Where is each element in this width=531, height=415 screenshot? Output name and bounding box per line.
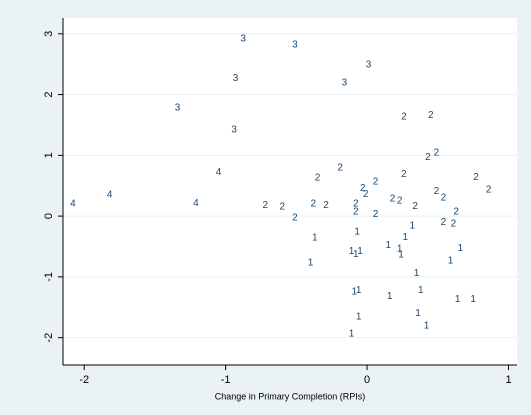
point-label: 2 [397, 196, 403, 207]
point-label: 1 [349, 246, 355, 257]
y-tick-label: 3 [43, 31, 55, 37]
point-label: 1 [387, 291, 393, 302]
point-label: 1 [398, 250, 404, 261]
point-label: 2 [401, 169, 407, 180]
point-label: 1 [424, 321, 430, 332]
point-label: 2 [353, 199, 359, 210]
point-label: 1 [356, 312, 362, 323]
point-label: 2 [441, 217, 447, 228]
point-label: 1 [352, 287, 358, 298]
point-label: 3 [342, 78, 348, 89]
point-label: 1 [458, 243, 464, 254]
point-label: 2 [390, 194, 396, 205]
point-label: 1 [386, 240, 392, 251]
point-label: 4 [216, 167, 222, 178]
point-label: 2 [425, 152, 431, 163]
point-label: 1 [349, 329, 355, 340]
point-label: 2 [262, 200, 268, 211]
point-label: 2 [363, 189, 369, 200]
point-label: 2 [337, 163, 343, 174]
point-label: 1 [357, 246, 363, 257]
point-label: 2 [292, 213, 298, 224]
point-label: 2 [428, 110, 434, 121]
point-label: 2 [279, 202, 285, 213]
x-tick-label: 0 [364, 374, 370, 386]
point-label: 1 [354, 227, 360, 238]
point-label: 2 [373, 209, 379, 220]
point-label: 2 [323, 200, 329, 211]
point-label: 1 [402, 232, 408, 243]
point-label: 1 [353, 249, 359, 260]
point-label: 4 [107, 189, 113, 200]
point-label: 1 [418, 285, 424, 296]
point-label: 1 [397, 244, 403, 255]
point-label: 2 [315, 172, 321, 183]
point-label: 2 [412, 201, 418, 212]
plot-area [63, 18, 517, 365]
point-label: 2 [353, 206, 359, 217]
x-tick-label: -1 [221, 374, 231, 386]
point-label: 3 [292, 39, 298, 50]
point-label: 4 [193, 198, 199, 209]
point-label: 3 [233, 73, 239, 84]
y-tick-label: 0 [43, 213, 55, 219]
point-label: 2 [311, 199, 317, 210]
point-label: 2 [441, 193, 447, 204]
y-tick-label: 1 [43, 152, 55, 158]
point-label: 2 [434, 186, 440, 197]
point-label: 2 [360, 183, 366, 194]
point-label: 1 [470, 294, 476, 305]
point-label: 1 [414, 268, 420, 279]
point-label: 2 [486, 185, 492, 196]
point-label: 1 [410, 220, 416, 231]
point-label: 1 [455, 294, 461, 305]
point-label: 4 [70, 199, 76, 210]
point-label: 1 [312, 233, 318, 244]
point-label: 2 [373, 177, 379, 188]
point-label: 3 [175, 103, 181, 114]
point-label: 1 [448, 256, 454, 267]
y-tick-label: 2 [43, 92, 55, 98]
point-label: 1 [356, 285, 362, 296]
y-tick-label: -1 [43, 272, 55, 282]
y-tick-label: -2 [43, 333, 55, 343]
x-axis-label: Change in Primary Completion (RPIs) [215, 391, 366, 401]
point-label: 1 [415, 308, 421, 319]
x-tick-label: 1 [505, 374, 511, 386]
point-label: 3 [366, 59, 372, 70]
point-label: 1 [308, 258, 314, 269]
point-label: 2 [434, 148, 440, 159]
point-label: 3 [231, 124, 237, 135]
point-label: 2 [453, 206, 459, 217]
point-label: 2 [451, 219, 457, 230]
x-tick-label: -2 [79, 374, 89, 386]
point-label: 2 [401, 112, 407, 123]
point-label: 3 [240, 33, 246, 44]
point-label: 2 [473, 172, 479, 183]
